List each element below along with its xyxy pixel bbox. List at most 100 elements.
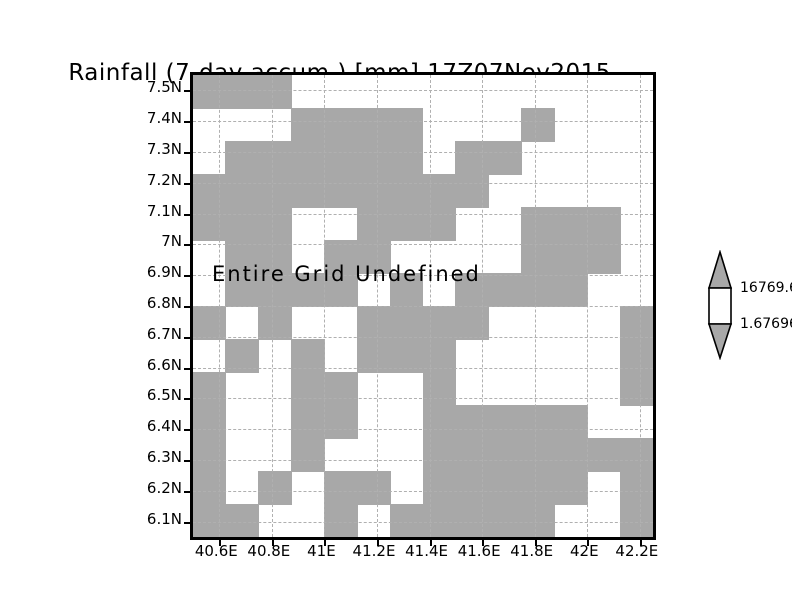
heatmap-cell <box>258 272 293 307</box>
x-tick-label: 41.4E <box>405 542 449 560</box>
heatmap-cell <box>291 338 325 373</box>
heatmap-cell <box>225 272 260 307</box>
heatmap-cell <box>586 437 621 472</box>
heatmap-cell <box>488 437 523 472</box>
heatmap-cell <box>225 75 260 109</box>
gridline-horizontal <box>193 336 653 338</box>
heatmap-cell <box>193 305 227 340</box>
heatmap-cell <box>389 173 424 208</box>
heatmap-cell <box>323 272 358 307</box>
heatmap-cell <box>389 305 424 340</box>
heatmap-cell <box>291 371 325 406</box>
heatmap-cell <box>323 173 358 208</box>
heatmap-cell <box>422 173 457 208</box>
x-tick-mark <box>534 537 537 546</box>
heatmap-cell <box>258 75 293 109</box>
heatmap-cell <box>422 437 457 472</box>
heatmap-cell <box>553 272 588 307</box>
heatmap-cell <box>488 140 523 175</box>
y-tick-mark <box>184 460 193 462</box>
heatmap-cell <box>455 503 490 537</box>
x-axis-labels: 40.6E 40.8E 41E 41.2E 41.4E 41.6E 41.8E 42E 42.2… <box>190 542 658 566</box>
x-tick-mark <box>429 537 432 546</box>
y-tick-mark <box>184 213 193 216</box>
y-tick-mark <box>184 429 193 432</box>
heatmap-cell <box>422 305 457 340</box>
heatmap-cell <box>389 140 424 175</box>
heatmap-cell <box>193 470 227 505</box>
y-tick-label: 6.1N <box>146 509 182 528</box>
y-tick-label: 6.2N <box>146 478 182 497</box>
heatmap-cell <box>193 404 227 439</box>
heatmap-cell <box>455 305 490 340</box>
heatmap-cell <box>553 437 588 472</box>
heatmap-cell <box>422 371 457 406</box>
gridline-horizontal <box>193 121 653 123</box>
heatmap-cell <box>258 206 293 241</box>
y-tick-label: 7.2N <box>146 170 182 189</box>
gridline-horizontal <box>193 367 653 369</box>
colorbar-middle-band <box>708 287 732 325</box>
heatmap-cell <box>323 140 358 175</box>
heatmap-cell <box>521 206 555 241</box>
y-tick-label: 6.8N <box>146 294 182 312</box>
x-tick-mark <box>219 537 222 546</box>
heatmap-cell <box>356 305 391 340</box>
heatmap-cell <box>193 371 227 406</box>
heatmap-cell <box>488 272 523 307</box>
gridline-horizontal <box>193 213 653 215</box>
heatmap-cell <box>619 437 653 472</box>
heatmap-cell <box>422 503 457 537</box>
x-tick-label: 41.6E <box>457 542 501 560</box>
gridline-horizontal <box>193 182 653 184</box>
heatmap-cell <box>389 338 424 373</box>
heatmap-cell <box>291 173 325 208</box>
heatmap-cell <box>258 470 293 505</box>
heatmap-cell <box>521 107 555 142</box>
heatmap-cell <box>225 338 260 373</box>
heatmap-cell <box>356 140 391 175</box>
undefined-annotation: Entire Grid Undefined <box>212 262 481 286</box>
gridline-horizontal <box>193 275 653 277</box>
heatmap-cell <box>291 437 325 472</box>
plot-area <box>184 72 656 546</box>
heatmap-cell <box>619 305 653 340</box>
heatmap-cell <box>291 140 325 175</box>
y-tick-label: 6.7N <box>146 324 182 343</box>
colorbar-lower-triangle <box>707 323 733 360</box>
y-axis-labels: 7.5N 7.4N 7.3N 7.2N 7.1N 7N 6.9N 6.8N 6.7N 6.6N 6.… <box>120 72 182 534</box>
gridline-horizontal <box>193 152 653 153</box>
heatmap-cell <box>455 173 490 208</box>
y-tick-label: 6.6N <box>146 355 182 374</box>
heatmap-cell <box>193 75 227 109</box>
heatmap-cell <box>455 437 490 472</box>
y-tick-label: 6.5N <box>146 386 182 405</box>
heatmap-cell <box>389 206 424 241</box>
gridline-horizontal <box>193 460 653 461</box>
heatmap-cell <box>389 107 424 142</box>
gridline-horizontal <box>193 490 653 492</box>
y-tick-label: 6.9N <box>146 263 182 282</box>
y-tick-mark <box>184 521 193 524</box>
heatmap-cell <box>323 404 358 439</box>
heatmap-cell <box>193 206 227 241</box>
x-tick-mark <box>377 537 379 546</box>
heatmap-cell <box>586 206 621 241</box>
y-tick-mark <box>184 152 193 154</box>
gridline-horizontal <box>193 521 653 523</box>
gridline-horizontal <box>193 429 653 431</box>
heatmap-cell <box>422 404 457 439</box>
x-tick-label: 42.2E <box>615 542 659 560</box>
x-tick-label: 41E <box>307 542 336 560</box>
heatmap-cell <box>389 503 424 537</box>
heatmap-cell <box>225 503 260 537</box>
heatmap-cell <box>193 173 227 208</box>
heatmap-cell <box>356 470 391 505</box>
heatmap-cell <box>323 503 358 537</box>
y-tick-mark <box>184 490 193 493</box>
x-tick-mark <box>271 537 274 546</box>
gridline-horizontal <box>193 398 653 400</box>
heatmap-cell <box>356 173 391 208</box>
heatmap-cell <box>389 272 424 307</box>
